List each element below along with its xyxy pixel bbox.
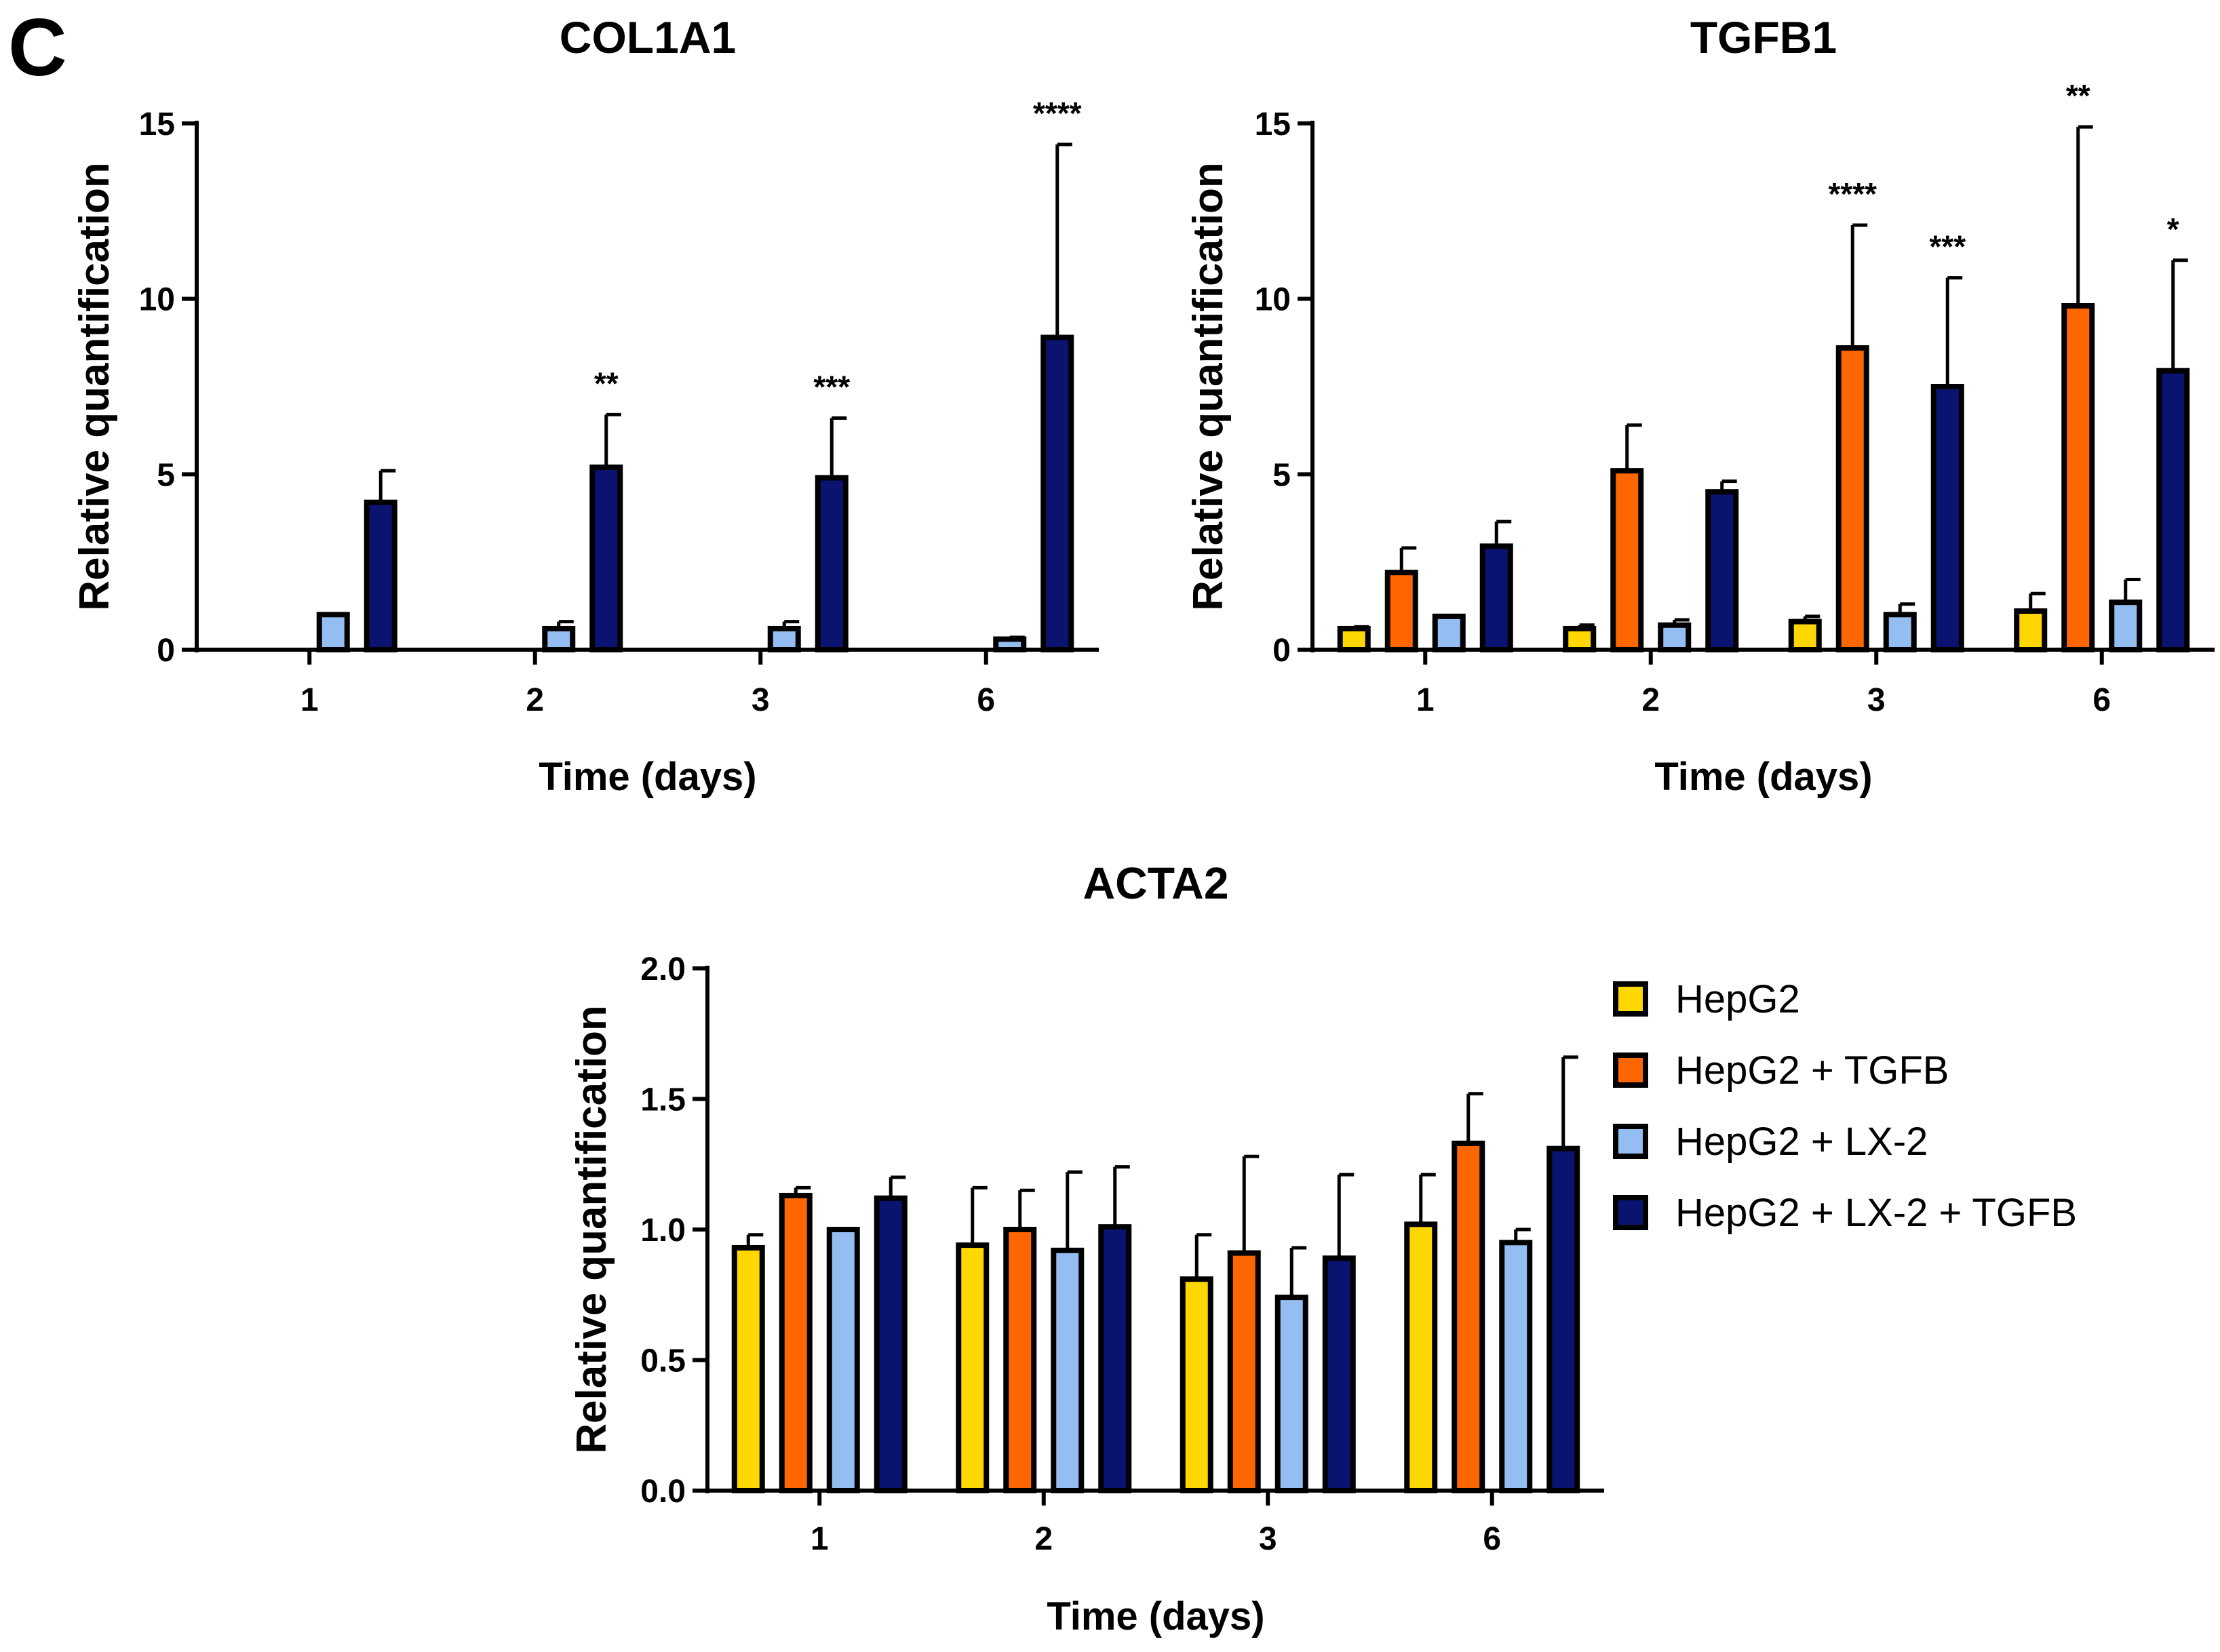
bar-hepg2-tgfb-day-1 [1384,570,1418,652]
bar-hepg2-lx-2-day-3 [1883,612,1917,652]
bar-hepg2-day-2 [956,1242,990,1493]
y-tick-label: 1.0 [640,1213,686,1248]
y-axis-label: Relative quantification [1185,162,1232,610]
x-tick-label: 3 [752,682,770,718]
x-tick-label: 6 [2092,682,2111,718]
bar-hepg2-lx-2-day-6 [2109,599,2143,652]
y-tick-label: 5 [1272,457,1291,493]
x-tick-label: 2 [1641,682,1660,718]
significance-mark: *** [813,370,850,405]
bar-hepg2-tgfb-day-2 [1003,1227,1037,1493]
y-tick-label: 10 [1255,282,1291,318]
bar-hepg2-lx-2-day-2 [542,625,576,653]
chart-acta2: ACTA2 Relative quantification Time (days) 0… [568,858,1604,1638]
bar-hepg2-tgfb-day-1 [779,1192,813,1493]
y-tick-label: 5 [157,457,175,493]
y-tick-label: 2.0 [640,951,686,987]
chart-title: COL1A1 [560,12,736,62]
bar-hepg2-tgfb-day-3 [1835,345,1869,652]
significance-mark: ** [2066,78,2090,113]
significance-mark: **** [1828,176,1877,212]
bar-hepg2-lx-2-tgfb-day-1 [1479,543,1513,652]
bar-hepg2-lx-2-tgfb-day-2 [1705,489,1739,653]
x-tick-label: 6 [977,682,995,718]
x-tick-label: 1 [1416,682,1435,718]
bar-hepg2-lx-2-tgfb-day-3 [815,475,849,652]
y-tick-label: 0 [157,633,175,669]
legend: HepG2 HepG2 + TGFB HepG2 + LX-2 HepG2 + LX-… [1613,977,2077,1235]
y-tick-label: 0 [1272,633,1291,669]
bar-hepg2-tgfb-day-6 [1452,1140,1485,1493]
chart-title: ACTA2 [1083,858,1228,908]
y-axis-label: Relative quantification [568,1005,615,1453]
bar-hepg2-lx-2-tgfb-day-6 [2156,368,2190,652]
legend-label-hepg2: HepG2 [1675,977,1800,1021]
bar-hepg2-lx-2-day-6 [993,636,1027,652]
bar-hepg2-lx-2-tgfb-day-2 [589,464,623,653]
bar-hepg2-lx-2-tgfb-day-3 [1930,384,1964,652]
significance-mark: ** [594,366,619,401]
x-tick-label: 2 [1034,1521,1053,1557]
bar-hepg2-lx-2-tgfb-day-6 [1040,334,1074,652]
bar-hepg2-lx-2-day-1 [1432,613,1466,652]
bar-hepg2-day-2 [1563,625,1597,653]
chart-col1a1: COL1A1 Relative quantification Time (days)… [71,12,1099,799]
chart-title: TGFB1 [1690,12,1837,62]
bar-hepg2-tgfb-day-3 [1227,1250,1261,1494]
bar-hepg2-lx-2-day-2 [1051,1247,1085,1494]
bar-hepg2-lx-2-day-1 [826,1227,860,1493]
significance-mark: **** [1033,96,1082,131]
bar-hepg2-lx-2-tgfb-day-3 [1322,1255,1356,1493]
y-tick-label: 15 [139,106,175,142]
bar-hepg2-lx-2-tgfb-day-2 [1098,1224,1132,1494]
bar-hepg2-lx-2-day-3 [1274,1295,1308,1493]
x-tick-label: 3 [1867,682,1886,718]
bar-hepg2-lx-2-tgfb-day-1 [874,1195,908,1494]
bar-hepg2-day-3 [1180,1276,1213,1494]
y-tick-label: 1.5 [640,1082,686,1118]
legend-swatch-hepg2 [1613,981,1648,1017]
significance-mark: * [2167,212,2179,247]
legend-label-hepg2-tgfb: HepG2 + TGFB [1675,1048,1949,1093]
x-axis-label: Time (days) [539,755,756,799]
x-tick-label: 1 [811,1521,829,1557]
y-tick-label: 0.0 [640,1474,686,1510]
bar-hepg2-tgfb-day-2 [1610,468,1644,652]
bar-hepg2-tgfb-day-6 [2061,303,2095,652]
legend-swatch-hepg2-lx-2-tgfb [1613,1195,1648,1230]
bar-hepg2-day-6 [2014,608,2048,652]
significance-mark: *** [1929,229,1966,264]
y-tick-label: 10 [139,282,175,318]
bar-hepg2-lx-2-day-1 [316,612,350,652]
x-tick-label: 3 [1259,1521,1277,1557]
bar-hepg2-day-1 [1337,625,1371,653]
legend-label-hepg2-lx-2-tgfb: HepG2 + LX-2 + TGFB [1675,1191,2077,1235]
y-axis-label: Relative quantification [71,162,118,610]
bar-hepg2-lx-2-day-3 [767,625,801,653]
bar-hepg2-lx-2-day-6 [1499,1240,1533,1493]
panel-label: C [8,2,67,93]
chart-tgfb1: TGFB1 Relative quantification Time (days) 0… [1185,12,2215,799]
bar-hepg2-day-6 [1404,1221,1438,1494]
bar-hepg2-lx-2-tgfb-day-1 [364,499,397,652]
x-tick-label: 1 [300,682,319,718]
bar-hepg2-day-3 [1788,618,1822,653]
x-axis-label: Time (days) [1654,755,1872,799]
bar-hepg2-day-1 [731,1244,765,1493]
bar-hepg2-lx-2-tgfb-day-6 [1546,1145,1580,1494]
legend-label-hepg2-lx-2: HepG2 + LX-2 [1675,1120,1928,1164]
x-tick-label: 2 [526,682,544,718]
legend-swatch-hepg2-tgfb [1613,1053,1648,1088]
x-tick-label: 6 [1483,1521,1501,1557]
x-axis-label: Time (days) [1047,1594,1264,1638]
bar-hepg2-lx-2-day-2 [1658,622,1692,653]
legend-swatch-hepg2-lx-2 [1613,1124,1648,1159]
y-tick-label: 15 [1255,106,1291,142]
y-tick-label: 0.5 [640,1343,686,1379]
